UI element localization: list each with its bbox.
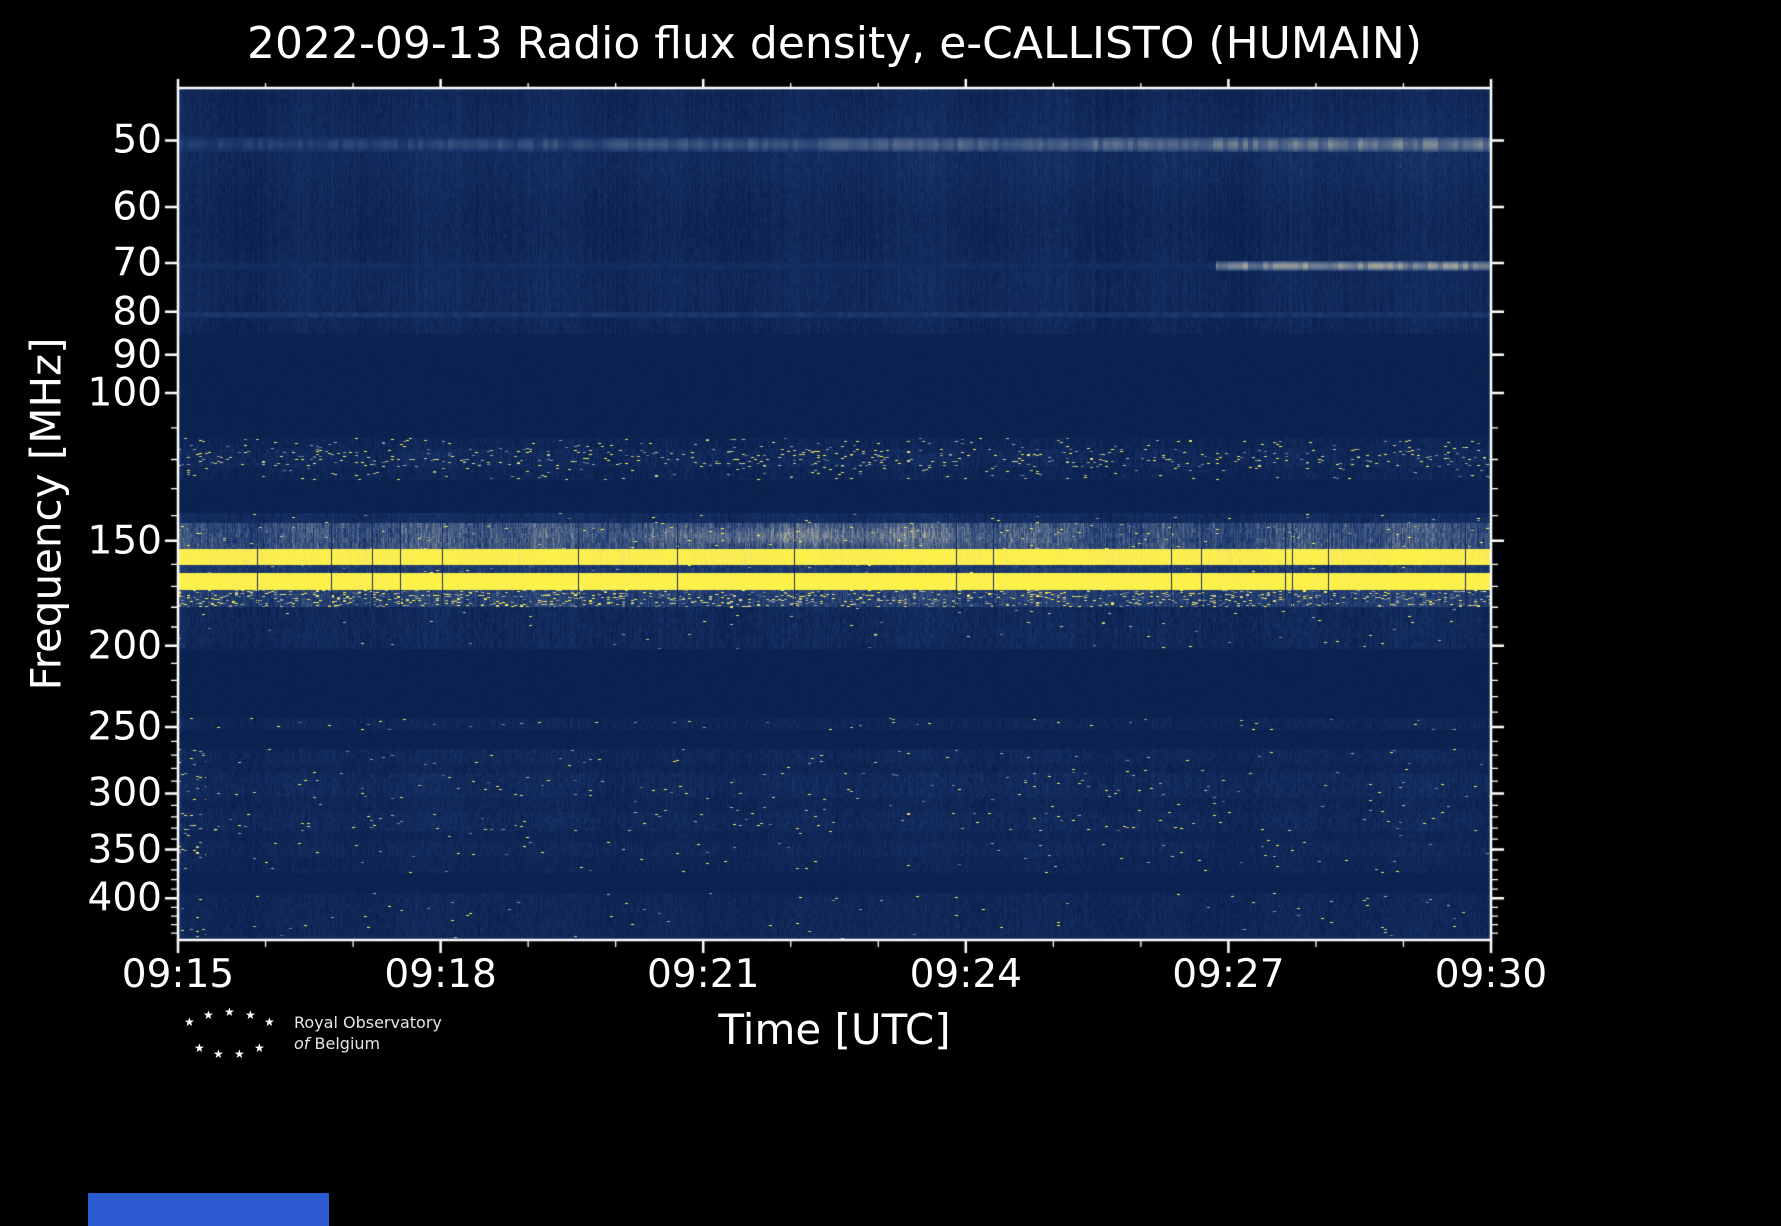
y-tick-label: 300 — [87, 770, 162, 816]
svg-text:★: ★ — [213, 1047, 224, 1061]
x-tick-label: 09:27 — [1172, 952, 1285, 997]
x-tick-label: 09:24 — [909, 952, 1022, 997]
svg-text:★: ★ — [194, 1041, 205, 1055]
x-tick-label: 09:21 — [646, 952, 760, 997]
rob-logo-text-line2: of Belgium — [294, 1034, 381, 1053]
svg-text:★: ★ — [203, 1008, 214, 1022]
y-tick-label: 90 — [112, 332, 162, 378]
y-tick-label: 150 — [87, 518, 162, 564]
svg-text:★: ★ — [234, 1047, 245, 1061]
y-tick-label: 250 — [87, 704, 162, 750]
svg-text:★: ★ — [184, 1015, 195, 1029]
y-tick-label: 50 — [112, 117, 162, 163]
y-tick-label: 100 — [87, 370, 162, 416]
svg-text:★: ★ — [245, 1008, 256, 1022]
chart-title: 2022-09-13 Radio flux density, e-CALLIST… — [246, 18, 1423, 69]
x-tick-label: 09:30 — [1434, 952, 1548, 997]
rob-logo: ★ ★ ★ ★ ★ ★ ★ ★ ★ Royal Observatory of B… — [182, 1006, 442, 1062]
y-tick-label: 200 — [87, 623, 162, 669]
rob-logo-text: Royal Observatory of Belgium — [294, 1013, 442, 1055]
x-tick-label: 09:18 — [384, 952, 497, 997]
bottom-left-blue-bar — [88, 1193, 329, 1226]
x-axis-label: Time [UTC] — [718, 1005, 951, 1054]
svg-text:★: ★ — [224, 1006, 235, 1019]
svg-text:★: ★ — [264, 1015, 275, 1029]
rob-logo-stars-icon: ★ ★ ★ ★ ★ ★ ★ ★ ★ — [184, 1006, 275, 1061]
y-tick-label: 400 — [87, 875, 162, 921]
y-tick-label: 80 — [112, 289, 162, 335]
y-tick-label: 70 — [112, 240, 162, 286]
y-tick-label: 60 — [112, 184, 162, 230]
x-tick-label: 09:15 — [121, 952, 235, 997]
svg-text:★: ★ — [254, 1041, 265, 1055]
y-tick-label: 350 — [87, 827, 162, 873]
rob-logo-text-line1: Royal Observatory — [294, 1013, 442, 1033]
